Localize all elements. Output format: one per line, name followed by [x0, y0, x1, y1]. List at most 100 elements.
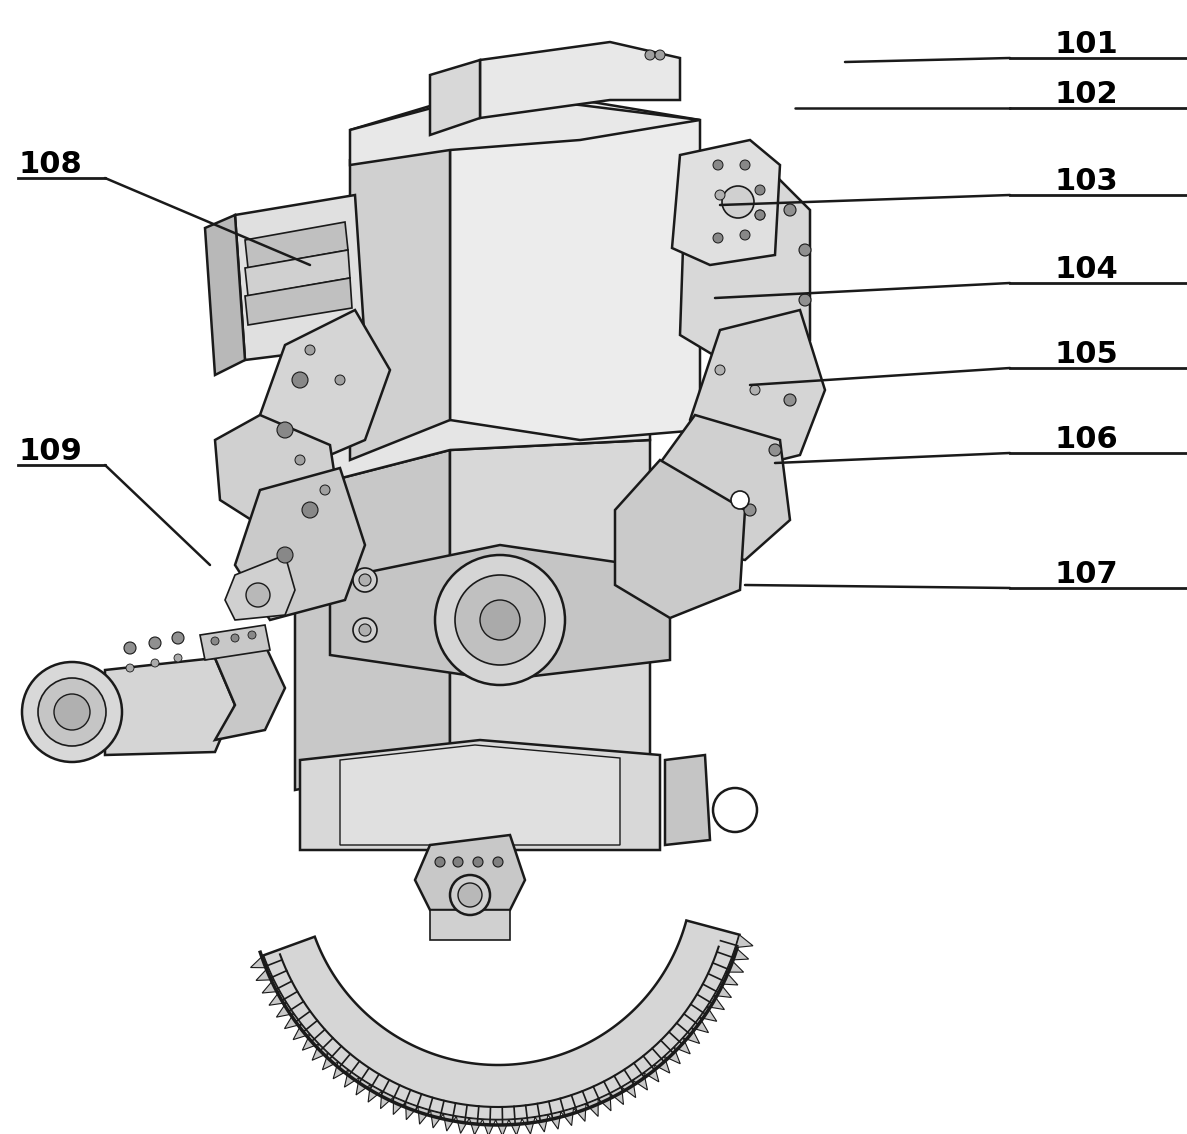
- Circle shape: [23, 662, 122, 762]
- Circle shape: [126, 665, 134, 672]
- Polygon shape: [300, 741, 660, 850]
- Polygon shape: [692, 1017, 709, 1033]
- Polygon shape: [456, 1117, 469, 1133]
- Polygon shape: [104, 658, 235, 755]
- Circle shape: [277, 547, 293, 562]
- Circle shape: [480, 600, 520, 640]
- Circle shape: [722, 186, 754, 218]
- Circle shape: [713, 788, 757, 832]
- Circle shape: [305, 345, 315, 355]
- Text: 107: 107: [1055, 560, 1118, 589]
- Polygon shape: [356, 1077, 370, 1095]
- Polygon shape: [339, 745, 620, 845]
- Polygon shape: [277, 1002, 293, 1017]
- Polygon shape: [655, 415, 791, 560]
- Circle shape: [799, 294, 811, 306]
- Circle shape: [755, 185, 764, 195]
- Polygon shape: [406, 1102, 418, 1119]
- Circle shape: [292, 372, 307, 388]
- Polygon shape: [560, 1108, 573, 1126]
- Polygon shape: [368, 1085, 382, 1102]
- Polygon shape: [684, 1029, 699, 1043]
- Polygon shape: [444, 1114, 456, 1131]
- Polygon shape: [344, 1070, 360, 1088]
- Polygon shape: [736, 934, 753, 948]
- Polygon shape: [690, 310, 825, 475]
- Circle shape: [715, 365, 725, 375]
- Polygon shape: [245, 249, 350, 296]
- Text: 102: 102: [1055, 81, 1118, 109]
- Text: 109: 109: [18, 437, 82, 466]
- Polygon shape: [415, 835, 525, 909]
- Polygon shape: [330, 545, 669, 680]
- Polygon shape: [598, 1093, 611, 1111]
- Circle shape: [248, 631, 256, 638]
- Polygon shape: [680, 170, 810, 365]
- Polygon shape: [350, 95, 700, 166]
- Circle shape: [769, 445, 781, 456]
- Text: 103: 103: [1055, 167, 1118, 196]
- Polygon shape: [393, 1097, 406, 1115]
- Text: 108: 108: [18, 150, 82, 179]
- Polygon shape: [312, 1044, 328, 1060]
- Polygon shape: [260, 310, 391, 469]
- Polygon shape: [654, 1057, 669, 1073]
- Circle shape: [655, 50, 665, 60]
- Polygon shape: [482, 1119, 496, 1134]
- Polygon shape: [721, 972, 738, 985]
- Polygon shape: [262, 980, 279, 993]
- Polygon shape: [430, 909, 510, 940]
- Polygon shape: [293, 1024, 310, 1040]
- Circle shape: [211, 637, 218, 645]
- Polygon shape: [707, 996, 724, 1009]
- Polygon shape: [496, 1119, 509, 1134]
- Circle shape: [434, 857, 445, 868]
- Polygon shape: [665, 1048, 680, 1064]
- Circle shape: [715, 191, 725, 200]
- Polygon shape: [350, 130, 450, 460]
- Circle shape: [755, 210, 764, 220]
- Circle shape: [783, 204, 796, 215]
- Circle shape: [172, 632, 184, 644]
- Polygon shape: [731, 948, 749, 959]
- Polygon shape: [250, 956, 268, 967]
- Polygon shape: [245, 278, 353, 325]
- Circle shape: [458, 883, 482, 907]
- Circle shape: [53, 694, 90, 730]
- Polygon shape: [350, 100, 580, 130]
- Circle shape: [750, 386, 760, 395]
- Polygon shape: [303, 1034, 318, 1050]
- Circle shape: [434, 555, 565, 685]
- Polygon shape: [226, 555, 296, 620]
- Polygon shape: [726, 959, 743, 972]
- Polygon shape: [665, 755, 710, 845]
- Polygon shape: [205, 215, 245, 375]
- Polygon shape: [199, 625, 269, 660]
- Polygon shape: [469, 1118, 482, 1134]
- Text: 104: 104: [1055, 255, 1119, 284]
- Circle shape: [353, 618, 377, 642]
- Polygon shape: [256, 967, 273, 981]
- Circle shape: [353, 568, 377, 592]
- Circle shape: [151, 659, 159, 667]
- Circle shape: [246, 583, 269, 607]
- Circle shape: [455, 575, 545, 665]
- Circle shape: [493, 857, 503, 868]
- Polygon shape: [296, 450, 450, 790]
- Polygon shape: [643, 1065, 659, 1082]
- Polygon shape: [610, 1088, 623, 1105]
- Circle shape: [472, 857, 483, 868]
- Circle shape: [783, 393, 796, 406]
- Polygon shape: [450, 100, 700, 440]
- Polygon shape: [586, 1099, 598, 1117]
- Circle shape: [713, 232, 723, 243]
- Circle shape: [277, 422, 293, 438]
- Polygon shape: [215, 415, 339, 535]
- Circle shape: [450, 875, 490, 915]
- Polygon shape: [672, 139, 780, 265]
- Circle shape: [301, 502, 318, 518]
- Circle shape: [320, 485, 330, 496]
- Polygon shape: [633, 1073, 647, 1090]
- Polygon shape: [235, 195, 364, 359]
- Polygon shape: [700, 1007, 717, 1022]
